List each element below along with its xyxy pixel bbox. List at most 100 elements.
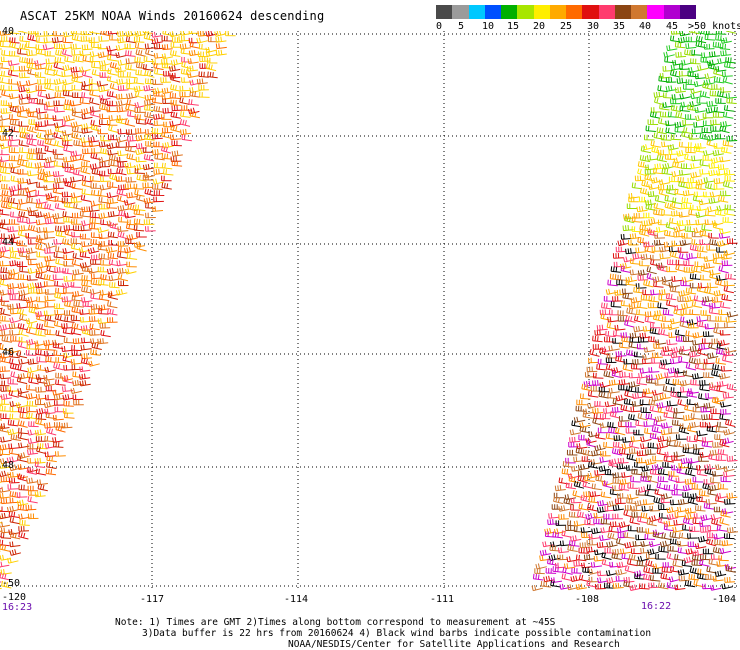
wind-barb — [17, 274, 29, 281]
wind-barb — [665, 187, 677, 196]
wind-barb — [17, 177, 29, 184]
wind-barb — [225, 31, 236, 37]
wind-barb — [667, 323, 680, 331]
wind-barb — [80, 344, 92, 351]
wind-barb — [61, 374, 74, 382]
wind-barb — [0, 458, 12, 465]
wind-barb — [699, 521, 711, 527]
wind-barb — [677, 391, 688, 398]
wind-barb — [694, 363, 706, 371]
wind-barb — [16, 499, 29, 507]
wind-barb — [713, 143, 725, 149]
wind-barb — [19, 147, 30, 154]
wind-barb — [712, 222, 724, 231]
wind-barb — [628, 239, 639, 246]
wind-barb — [72, 212, 83, 219]
wind-barb — [643, 241, 655, 248]
wind-barb — [98, 304, 110, 311]
wind-barb — [635, 247, 647, 254]
wind-barb — [664, 372, 676, 379]
wind-barb — [153, 105, 164, 113]
wind-barb — [608, 526, 619, 533]
legend-label: 0 — [436, 21, 443, 32]
wind-barb — [568, 511, 580, 518]
wind-barb — [692, 518, 703, 525]
wind-barb — [19, 132, 30, 140]
wind-barb — [638, 336, 649, 343]
wind-barb — [98, 212, 110, 220]
wind-barb — [0, 554, 11, 561]
wind-barb — [678, 211, 690, 218]
wind-barb — [7, 471, 19, 478]
wind-barb — [666, 184, 678, 191]
wind-barb — [581, 532, 592, 538]
wind-barb — [692, 448, 704, 456]
wind-barb — [588, 533, 600, 540]
wind-barb — [696, 358, 708, 365]
wind-barb — [714, 133, 726, 140]
wind-barb — [115, 52, 127, 59]
wind-barb — [648, 399, 659, 407]
wind-barb — [1, 183, 12, 190]
wind-barb — [0, 572, 10, 581]
wind-barb — [600, 518, 612, 525]
wind-barb — [26, 206, 39, 213]
wind-barb — [640, 145, 652, 154]
wind-barb — [686, 436, 698, 443]
wind-barb — [71, 258, 83, 267]
wind-barb — [100, 330, 111, 338]
wind-barb — [673, 231, 685, 238]
wind-barb — [670, 104, 682, 113]
wind-barb — [107, 181, 118, 188]
wind-barb — [27, 111, 38, 118]
wind-barb — [686, 219, 698, 226]
wind-barb — [28, 421, 39, 428]
wind-barb — [19, 266, 30, 273]
wind-barb — [0, 539, 10, 547]
wind-barb — [8, 78, 19, 85]
wind-barb — [9, 531, 21, 540]
wind-barb — [647, 119, 659, 125]
wind-barb — [143, 85, 155, 92]
wind-barb — [179, 43, 191, 50]
wind-barb — [64, 412, 75, 419]
wind-barb — [670, 318, 682, 325]
wind-barb — [707, 525, 718, 532]
wind-barb — [643, 499, 654, 506]
wind-barb — [604, 582, 615, 589]
wind-barb — [124, 183, 136, 190]
footer-notes: Note: 1) Times are GMT 2)Times along bot… — [115, 617, 651, 650]
wind-barb — [144, 133, 155, 141]
wind-barb — [36, 407, 48, 415]
wind-barb — [547, 558, 558, 566]
wind-barb — [18, 358, 30, 365]
wind-barb — [125, 63, 136, 71]
wind-barb — [81, 175, 93, 183]
wind-barb — [153, 62, 164, 71]
wind-barb — [9, 41, 20, 50]
wind-barb — [63, 275, 75, 282]
wind-barb — [703, 262, 715, 269]
wind-barb — [97, 226, 109, 233]
wind-barb — [687, 177, 699, 184]
wind-barb — [0, 344, 10, 351]
wind-barb — [695, 505, 706, 512]
wind-barb — [1, 189, 12, 198]
wind-barb — [589, 491, 601, 498]
wind-barb — [641, 465, 653, 472]
wind-barb — [637, 343, 648, 350]
wind-barb — [44, 255, 56, 262]
wind-barb — [0, 149, 10, 156]
wind-barb — [34, 461, 46, 468]
wind-barb — [694, 73, 706, 80]
wind-barb — [36, 227, 48, 233]
wind-barb — [669, 286, 681, 293]
lat-label-46: 46 — [2, 347, 15, 358]
wind-barb — [687, 388, 699, 395]
wind-barb — [701, 127, 713, 134]
wind-barb — [673, 308, 684, 317]
wind-barb — [43, 380, 55, 387]
wind-barb — [62, 267, 73, 275]
wind-barb — [675, 335, 687, 342]
wind-barb — [725, 57, 736, 64]
